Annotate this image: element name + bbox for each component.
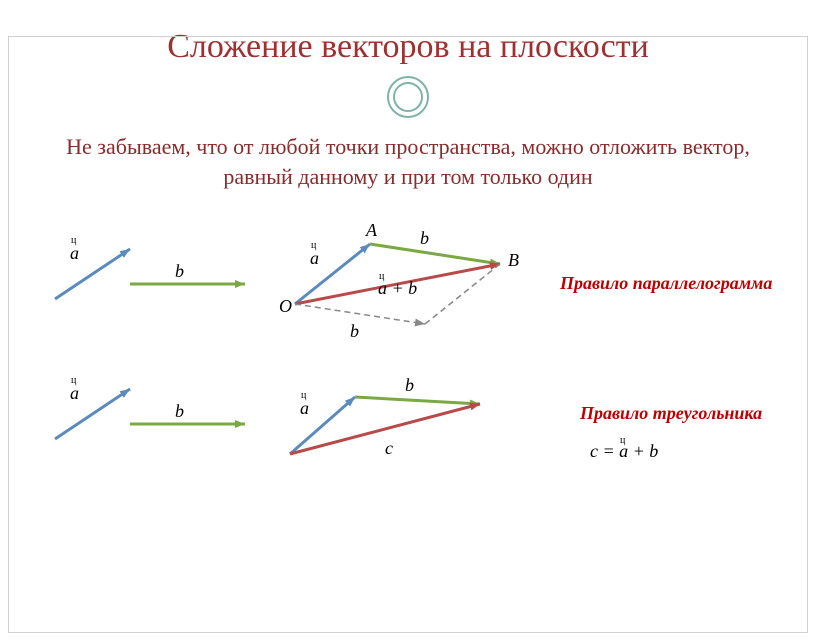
svg-text:Правило параллелограмма: Правило параллелограмма [559,273,772,293]
svg-text:O: O [279,296,292,316]
svg-text:a: a [310,248,319,268]
svg-text:b: b [175,261,184,281]
svg-text:ц: ц [311,240,317,251]
svg-text:a: a [70,383,79,403]
svg-text:ц: ц [301,390,307,401]
svg-text:c: c [385,438,393,458]
vectors-diagram: aцbaцbaцbba + bцOABПравило параллелограм… [0,209,816,509]
svg-text:ц: ц [71,375,77,386]
svg-text:ц: ц [620,435,626,446]
diagram-area: aцbaцbaцbba + bцOABПравило параллелограм… [0,209,816,509]
svg-text:a: a [300,398,309,418]
svg-text:a: a [70,243,79,263]
svg-text:ц: ц [379,271,385,282]
svg-text:ц: ц [71,235,77,246]
svg-text:Правило треугольника: Правило треугольника [579,403,762,423]
svg-text:b: b [405,375,414,395]
title-ornament-icon [385,74,431,120]
svg-text:A: A [365,220,378,240]
svg-text:B: B [508,250,519,270]
svg-text:b: b [420,228,429,248]
svg-text:b: b [350,321,359,341]
svg-text:b: b [175,401,184,421]
